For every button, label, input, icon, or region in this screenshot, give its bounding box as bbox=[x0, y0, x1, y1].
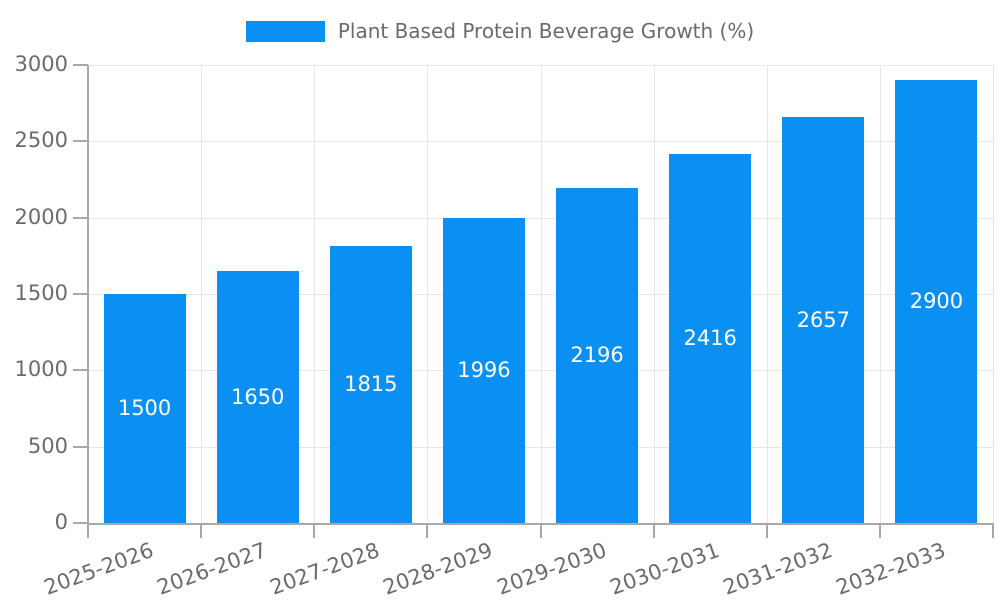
legend-label: Plant Based Protein Beverage Growth (%) bbox=[337, 19, 755, 43]
bar-value-label: 1996 bbox=[457, 358, 511, 383]
x-tick-label: 2026-2027 bbox=[154, 538, 270, 600]
bar-value-label: 2657 bbox=[796, 307, 851, 332]
x-tick-label: 2030-2031 bbox=[606, 538, 723, 600]
bar[interactable]: 2657 bbox=[782, 117, 865, 523]
y-tick bbox=[73, 64, 88, 66]
x-tick-label: 2028-2029 bbox=[380, 538, 497, 600]
x-gridline bbox=[993, 65, 994, 523]
x-tick bbox=[765, 523, 768, 538]
legend-swatch bbox=[245, 20, 325, 42]
x-gridline bbox=[201, 65, 203, 523]
y-tick bbox=[73, 522, 88, 524]
y-tick bbox=[73, 140, 88, 143]
x-axis-line bbox=[88, 523, 993, 525]
bar[interactable]: 2196 bbox=[556, 187, 639, 523]
y-tick bbox=[73, 445, 88, 448]
bar[interactable]: 1815 bbox=[329, 245, 412, 523]
x-tick bbox=[539, 523, 542, 538]
y-axis-line bbox=[87, 65, 89, 525]
x-gridline bbox=[314, 65, 316, 523]
x-gridline bbox=[653, 65, 655, 523]
bar[interactable]: 2416 bbox=[669, 154, 752, 523]
bar-value-label: 1500 bbox=[117, 396, 172, 420]
x-gridline bbox=[540, 65, 542, 523]
y-tick-label: 0 bbox=[54, 510, 68, 535]
x-tick-label: 2025-2026 bbox=[40, 538, 157, 600]
y-tick-label: 3000 bbox=[14, 52, 68, 77]
bar-value-label: 2416 bbox=[683, 326, 737, 351]
x-tick bbox=[426, 523, 429, 538]
bar[interactable]: 1996 bbox=[442, 218, 525, 523]
y-tick bbox=[73, 369, 88, 372]
bar-value-label: 2196 bbox=[570, 342, 624, 367]
x-tick-label: 2032-2033 bbox=[832, 538, 949, 600]
y-tick bbox=[73, 293, 88, 295]
y-tick-label: 500 bbox=[27, 433, 68, 458]
x-tick-label: 2031-2032 bbox=[719, 538, 836, 600]
x-gridline bbox=[427, 65, 429, 523]
bar[interactable]: 1650 bbox=[216, 271, 299, 523]
y-tick-label: 1500 bbox=[14, 281, 68, 306]
x-tick bbox=[652, 523, 655, 538]
x-gridline bbox=[766, 65, 768, 523]
x-tick bbox=[878, 523, 881, 538]
legend[interactable]: Plant Based Protein Beverage Growth (%) bbox=[0, 20, 1000, 42]
y-tick-label: 2500 bbox=[14, 128, 68, 153]
y-tick bbox=[73, 216, 88, 219]
y-tick-label: 1000 bbox=[14, 357, 68, 382]
x-tick bbox=[992, 523, 994, 538]
bar[interactable]: 2900 bbox=[895, 80, 978, 523]
bar-value-label: 1650 bbox=[230, 384, 285, 409]
x-gridline bbox=[879, 65, 881, 523]
bar-value-label: 1815 bbox=[344, 371, 398, 396]
y-tick-label: 2000 bbox=[14, 204, 68, 229]
x-tick bbox=[87, 523, 89, 538]
bar-value-label: 2900 bbox=[909, 289, 964, 314]
x-tick-label: 2029-2030 bbox=[493, 538, 610, 600]
x-tick-label: 2027-2028 bbox=[267, 538, 384, 600]
x-tick bbox=[313, 523, 316, 538]
x-tick bbox=[200, 523, 203, 538]
bar[interactable]: 1500 bbox=[103, 294, 186, 523]
